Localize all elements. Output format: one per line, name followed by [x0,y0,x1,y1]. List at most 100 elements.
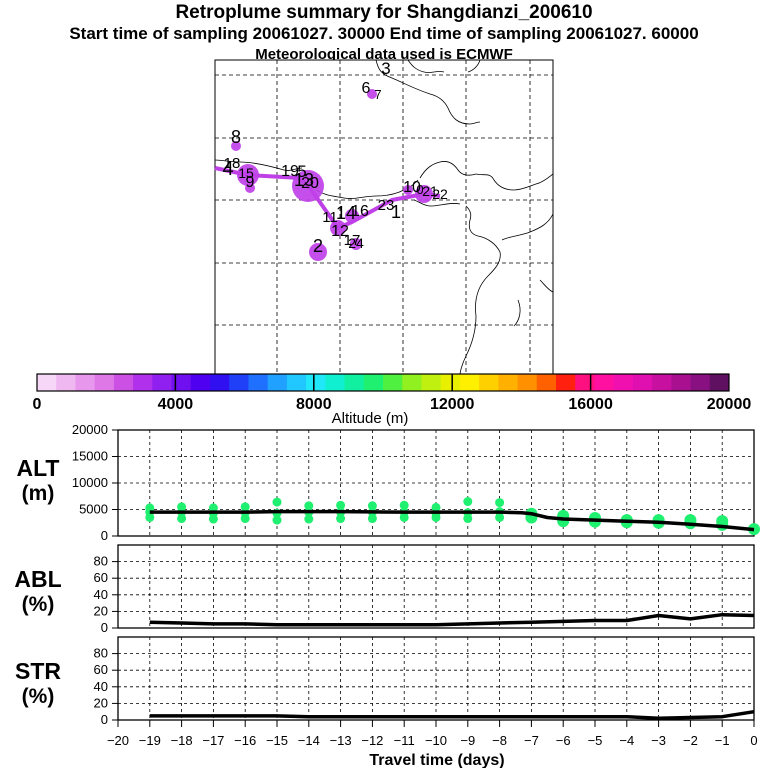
colorbar-cells [37,374,730,391]
colorbar-cell [152,374,173,391]
y-tick-label: 40 [94,679,108,694]
trajectory-day-label: 1 [391,202,401,222]
x-axis-label: Travel time (days) [369,752,504,768]
colorbar-cell [575,374,595,391]
x-tick-label: −10 [425,733,447,748]
y-tick-label: 20 [94,603,108,618]
colorbar-cell [556,374,576,391]
altitude-cluster-point [177,502,187,512]
trajectory-day-label: 10 [403,179,421,196]
trajectory-day-label: 21 [422,183,438,199]
colorbar-tick-label: 12000 [430,396,475,413]
x-tick-label: −18 [171,733,193,748]
panel-unit-label: (%) [22,685,55,708]
altitude-cluster-point [652,514,665,527]
colorbar-cell [325,374,346,391]
colorbar-tick-label: 16000 [568,396,613,413]
trajectory-day-label: 20 [301,175,319,192]
y-tick-label: 20 [94,695,108,710]
colorbar-label: Altitude (m) [332,410,409,427]
altitude-cluster-point [463,497,473,507]
trajectory-day-label: 13 [294,170,314,190]
altitude-cluster-point [240,502,250,512]
colorbar-cell [113,374,134,391]
altitude-cluster-point [336,514,346,524]
colorbar-cell [517,374,538,391]
altitude-cluster-point [367,514,377,524]
plume-cluster-marker [237,164,259,186]
colorbar-tick-label: 4000 [158,396,194,413]
colorbar-cell [632,374,653,391]
x-tick-label: −8 [492,733,507,748]
colorbar-cell [402,374,422,391]
x-tick-label: −1 [715,733,730,748]
trajectory-day-label: 22 [432,186,448,202]
panel-unit-label: (m) [22,482,55,505]
trajectory-day-label: 16 [351,203,369,220]
altitude-cluster-point [208,503,218,513]
plume-cluster-marker [403,185,413,195]
trajectory-day-label: 4 [222,158,233,180]
trajectory-day-label: 0 [416,182,423,197]
map-graticule [215,60,553,375]
x-tick-label: −3 [651,733,666,748]
trajectory-day-label: 12 [331,223,349,240]
x-tick-label: −4 [619,733,634,748]
colorbar-cell [248,374,269,391]
colorbar-cell [210,374,230,391]
y-tick-label: 15000 [72,449,108,464]
map-panel [214,59,554,376]
y-tick-label: 80 [94,646,108,661]
plume-cluster-marker [367,89,377,99]
trajectory-day-label: 15 [238,165,254,181]
met-data-note: Meteorological data used is ECMWF [255,46,513,63]
colorbar-cell [613,374,634,391]
plume-cluster-marker [245,183,255,193]
trajectory-day-label: 17 [344,232,361,249]
colorbar-cell [190,374,211,391]
y-tick-label: 0 [101,620,108,635]
trajectory-day-label: 3 [381,59,390,78]
colorbar-cell [171,374,192,391]
plume-cluster-marker [231,141,241,151]
x-tick-label: −7 [524,733,539,748]
colorbar-cell [37,374,57,391]
x-tick-label: −5 [588,733,603,748]
altitude-cluster-point [431,502,441,512]
plume-cluster-marker [345,209,359,223]
colorbar-tick-label: 20000 [707,396,752,413]
series-line [149,612,755,627]
y-tick-label: 20000 [72,422,108,437]
plume-cluster-marker [415,185,433,203]
colorbar-cell [709,374,730,391]
sampling-times: Start time of sampling 20061027. 30000 E… [69,24,699,43]
colorbar-dividers [174,374,592,391]
trajectory-day-label: 24 [348,235,364,251]
colorbar-cell [56,374,76,391]
colorbar-cell [498,374,519,391]
y-tick-label: 60 [94,662,108,677]
colorbar-cell [344,374,365,391]
altitude-colorbar: 0 4000 8000 12000 16000 20000 Altitude (m) [33,373,752,427]
colorbar-cell [690,374,711,391]
trajectory-day-label: 23 [378,197,395,214]
altitude-cluster-point [495,498,505,508]
panel-label: STR [15,658,61,684]
series-line [149,709,755,721]
altitude-cluster-point [716,515,729,528]
x-tick-label: −15 [266,733,288,748]
x-tick-label: −19 [139,733,161,748]
colorbar-tick-label: 8000 [296,396,332,413]
trajectory-day-label: 2 [313,236,323,256]
colorbar-cell [133,374,153,391]
y-tick-label: 0 [101,528,108,543]
colorbar-cell [536,374,557,391]
colorbar-tick-label: 0 [33,396,42,413]
x-tick-label: 0 [750,733,757,748]
colorbar-cell [671,374,692,391]
panel-unit-label: (%) [22,593,55,616]
altitude-cluster-point [272,515,282,525]
